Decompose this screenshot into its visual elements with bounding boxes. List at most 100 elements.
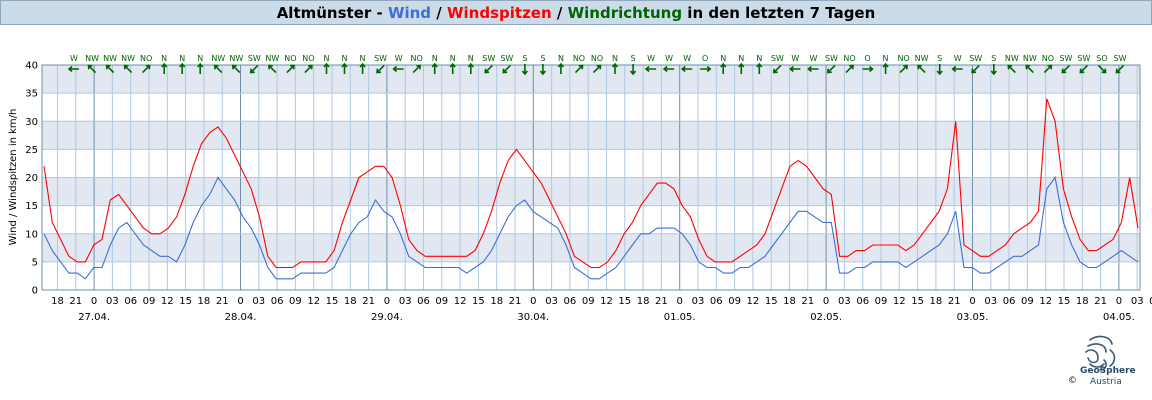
title-wind: Wind bbox=[387, 3, 432, 22]
x-tick-label: 21 bbox=[948, 296, 961, 307]
direction-arrow-shape bbox=[467, 62, 474, 74]
direction-arrow-shape bbox=[197, 62, 204, 74]
x-tick-label: 18 bbox=[783, 296, 796, 307]
direction-arrow-icon bbox=[738, 62, 745, 74]
title-sep3: / bbox=[551, 3, 568, 22]
direction-arrow-icon bbox=[431, 62, 438, 74]
x-tick-label: 06 bbox=[564, 296, 577, 307]
direction-label: W bbox=[665, 54, 673, 63]
direction-arrow-shape bbox=[845, 64, 854, 74]
direction-label: NW bbox=[229, 54, 243, 63]
direction-arrow-shape bbox=[341, 62, 348, 74]
x-tick-label: 12 bbox=[747, 296, 760, 307]
y-tick-label: 35 bbox=[25, 89, 38, 100]
direction-label: SW bbox=[482, 54, 495, 63]
x-tick-label: 03 bbox=[106, 296, 119, 307]
x-tick-label: 21 bbox=[509, 296, 522, 307]
direction-label: NW bbox=[211, 54, 225, 63]
x-tick-label: 09 bbox=[143, 296, 156, 307]
direction-label: W bbox=[954, 54, 962, 63]
direction-label: N bbox=[612, 54, 618, 63]
direction-label: S bbox=[540, 54, 545, 63]
direction-arrow-icon bbox=[700, 65, 712, 73]
direction-arrow-shape bbox=[680, 65, 693, 73]
x-tick-label: 06 bbox=[1149, 296, 1152, 307]
direction-arrow-shape bbox=[539, 64, 547, 76]
x-tick-label: 21 bbox=[362, 296, 375, 307]
direction-arrow-shape bbox=[738, 62, 745, 74]
x-tick-label: 18 bbox=[51, 296, 64, 307]
x-tick-label: 21 bbox=[801, 296, 814, 307]
x-tick-label: 0 bbox=[823, 296, 829, 307]
direction-arrow-shape bbox=[807, 65, 819, 73]
direction-arrow-shape bbox=[662, 65, 675, 73]
y-tick-label: 20 bbox=[25, 173, 38, 184]
direction-arrow-icon bbox=[341, 62, 348, 74]
direction-arrow-icon bbox=[249, 64, 259, 74]
direction-label: SW bbox=[969, 54, 982, 63]
direction-arrow-shape bbox=[557, 62, 565, 74]
title-station: Altmünster bbox=[276, 3, 372, 22]
direction-arrow-shape bbox=[971, 64, 980, 74]
direction-arrow-icon bbox=[412, 64, 422, 74]
direction-arrow-shape bbox=[484, 64, 493, 74]
direction-arrow-icon bbox=[521, 64, 529, 76]
x-tick-label: 03 bbox=[1131, 296, 1144, 307]
direction-arrow-icon bbox=[539, 64, 547, 76]
direction-label: N bbox=[161, 54, 167, 63]
y-tick-label: 0 bbox=[32, 286, 38, 297]
direction-arrow-icon bbox=[592, 64, 602, 74]
direction-label: NW bbox=[85, 54, 99, 63]
direction-label: NO bbox=[284, 54, 296, 63]
date-label: 04.05. bbox=[1103, 312, 1135, 323]
direction-arrow-shape bbox=[574, 64, 584, 74]
x-tick-label: 09 bbox=[435, 296, 448, 307]
direction-arrow-icon bbox=[231, 64, 241, 74]
direction-arrow-icon bbox=[720, 62, 727, 74]
direction-arrow-shape bbox=[772, 64, 782, 74]
direction-arrow-shape bbox=[826, 64, 836, 74]
direction-label: SW bbox=[825, 54, 838, 63]
x-tick-label: 06 bbox=[124, 296, 137, 307]
direction-arrow-icon bbox=[179, 62, 186, 74]
direction-label: N bbox=[342, 54, 348, 63]
x-tick-label: 0 bbox=[91, 296, 97, 307]
x-tick-label: 09 bbox=[582, 296, 595, 307]
direction-label: S bbox=[991, 54, 996, 63]
direction-arrow-shape bbox=[213, 64, 223, 74]
direction-label: SW bbox=[1114, 54, 1127, 63]
direction-arrow-shape bbox=[789, 65, 801, 73]
direction-label: N bbox=[468, 54, 474, 63]
direction-label: N bbox=[756, 54, 762, 63]
date-label: 02.05. bbox=[810, 312, 842, 323]
direction-arrow-shape bbox=[392, 65, 404, 73]
x-tick-label: 18 bbox=[637, 296, 650, 307]
direction-label: SW bbox=[500, 54, 513, 63]
date-label: 30.04. bbox=[517, 312, 549, 323]
copyright-symbol: © bbox=[1068, 376, 1077, 386]
direction-arrow-icon bbox=[359, 62, 366, 74]
direction-label: NW bbox=[915, 54, 929, 63]
direction-arrow-icon bbox=[197, 62, 204, 74]
x-tick-label: 03 bbox=[838, 296, 851, 307]
direction-arrow-shape bbox=[1043, 64, 1053, 74]
direction-label: NW bbox=[265, 54, 279, 63]
direction-arrow-shape bbox=[936, 64, 943, 76]
direction-arrow-shape bbox=[720, 62, 727, 74]
direction-label: NW bbox=[121, 54, 135, 63]
direction-label: NO bbox=[591, 54, 603, 63]
x-tick-label: 15 bbox=[472, 296, 485, 307]
x-tick-label: 0 bbox=[677, 296, 683, 307]
logo-subtitle: Austria bbox=[1090, 377, 1122, 387]
y-band bbox=[42, 233, 1140, 262]
direction-arrow-shape bbox=[359, 62, 366, 74]
direction-label: N bbox=[323, 54, 329, 63]
direction-arrow-icon bbox=[936, 64, 943, 76]
direction-arrow-shape bbox=[502, 64, 511, 74]
direction-label: W bbox=[395, 54, 403, 63]
direction-arrow-icon bbox=[917, 64, 926, 74]
direction-arrow-icon bbox=[123, 64, 133, 74]
direction-arrow-shape bbox=[521, 64, 529, 76]
x-tick-label: 09 bbox=[289, 296, 302, 307]
